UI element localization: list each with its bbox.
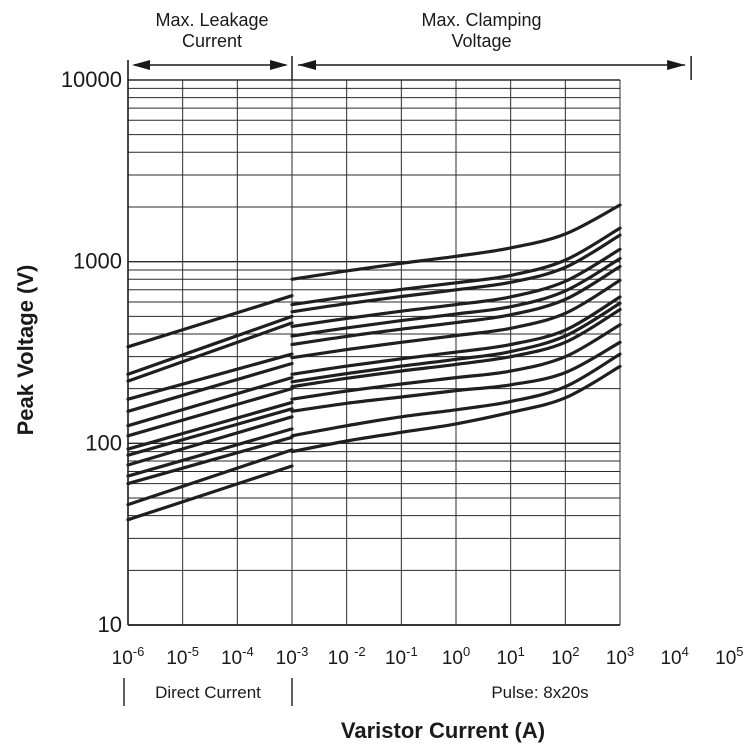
- x-tick-label: 102: [551, 644, 579, 669]
- curve-leakage-segment: [126, 415, 294, 467]
- y-tick-label: 1000: [73, 249, 122, 274]
- curve-leakage-segment: [126, 376, 294, 428]
- plot-frame: [127, 60, 620, 626]
- region-labels: Direct Current Pulse: 8x20s: [123, 678, 589, 706]
- curve-leakage-segment: [126, 352, 294, 401]
- curve-10: [126, 257, 622, 413]
- curve-9: [126, 264, 622, 428]
- clamping-arrowhead-left: [298, 60, 316, 70]
- curve-leakage-segment: [126, 407, 294, 457]
- x-tick-label: 10 -2: [328, 644, 366, 669]
- curve-leakage-segment: [126, 321, 294, 383]
- x-tick-label: 10-5: [166, 644, 199, 669]
- x-tick-label: 105: [715, 644, 743, 669]
- curve-4: [126, 323, 622, 478]
- curve-clamping-segment: [290, 264, 622, 347]
- curve-clamping-segment: [290, 340, 622, 413]
- clamping-label-line2: Voltage: [452, 31, 512, 51]
- x-tick-label: 10-3: [276, 644, 309, 669]
- curve-clamping-segment: [290, 308, 622, 389]
- leakage-label-line2: Current: [182, 31, 242, 51]
- x-tick-label: 10-1: [385, 644, 418, 669]
- clamping-arrowhead-right: [667, 60, 686, 70]
- curve-clamping-segment: [290, 233, 622, 314]
- curve-group: [126, 203, 622, 522]
- curve-clamping-segment: [290, 295, 622, 376]
- x-tick-label: 100: [442, 644, 470, 669]
- curve-clamping-segment: [290, 301, 622, 384]
- curve-clamping-segment: [290, 278, 622, 360]
- curve-leakage-segment: [126, 400, 294, 451]
- curve-3: [126, 340, 622, 486]
- curve-leakage-segment: [126, 294, 294, 349]
- curve-clamping-segment: [290, 226, 622, 307]
- y-tick-labels: 10 100 1000 10000: [61, 67, 122, 637]
- clamping-label-line1: Max. Clamping: [422, 10, 542, 30]
- curve-6: [126, 301, 622, 457]
- curve-5: [126, 308, 622, 467]
- curve-1: [126, 364, 622, 522]
- curve-leakage-segment: [126, 361, 294, 413]
- curve-leakage-segment: [126, 314, 294, 376]
- leakage-arrowhead-right: [270, 60, 288, 70]
- x-tick-label: 10-4: [221, 644, 254, 669]
- curve-leakage-segment: [126, 464, 294, 522]
- curve-8: [126, 278, 622, 438]
- curve-7: [126, 295, 622, 451]
- curve-12: [126, 233, 622, 383]
- curve-clamping-segment: [290, 323, 622, 401]
- curve-13: [126, 226, 622, 376]
- x-tick-labels: 10-6 10-5 10-4 10-3 10 -2 10-1 100 101 102 103 104…: [112, 644, 744, 669]
- x-tick-label: 101: [496, 644, 524, 669]
- region-label-direct-current: Direct Current: [155, 683, 261, 702]
- curve-clamping-segment: [290, 364, 622, 454]
- curve-leakage-segment: [126, 448, 294, 507]
- leakage-label-line1: Max. Leakage: [155, 10, 268, 30]
- y-axis-title: Peak Voltage (V): [13, 265, 38, 436]
- y-tick-label: 10: [98, 612, 122, 637]
- curve-clamping-segment: [290, 257, 622, 338]
- curve-clamping-segment: [290, 247, 622, 328]
- curve-leakage-segment: [126, 387, 294, 438]
- curve-14: [126, 203, 622, 349]
- x-axis-title: Varistor Current (A): [341, 718, 545, 743]
- region-label-pulse: Pulse: 8x20s: [491, 683, 588, 702]
- y-tick-label: 10000: [61, 67, 122, 92]
- curve-leakage-segment: [126, 435, 294, 486]
- curve-clamping-segment: [290, 203, 622, 281]
- y-tick-label: 100: [85, 430, 122, 455]
- curve-clamping-segment: [290, 352, 622, 438]
- curve-2: [126, 352, 622, 507]
- x-tick-label: 10-6: [112, 644, 145, 669]
- grid-lines: [127, 79, 621, 626]
- annotation-group: Max. Leakage Current Max. Clamping Volta…: [132, 10, 692, 80]
- curve-leakage-segment: [126, 427, 294, 478]
- curve-11: [126, 247, 622, 401]
- x-tick-label: 104: [660, 644, 688, 669]
- x-tick-label: 103: [606, 644, 634, 669]
- leakage-arrowhead-left: [132, 60, 150, 70]
